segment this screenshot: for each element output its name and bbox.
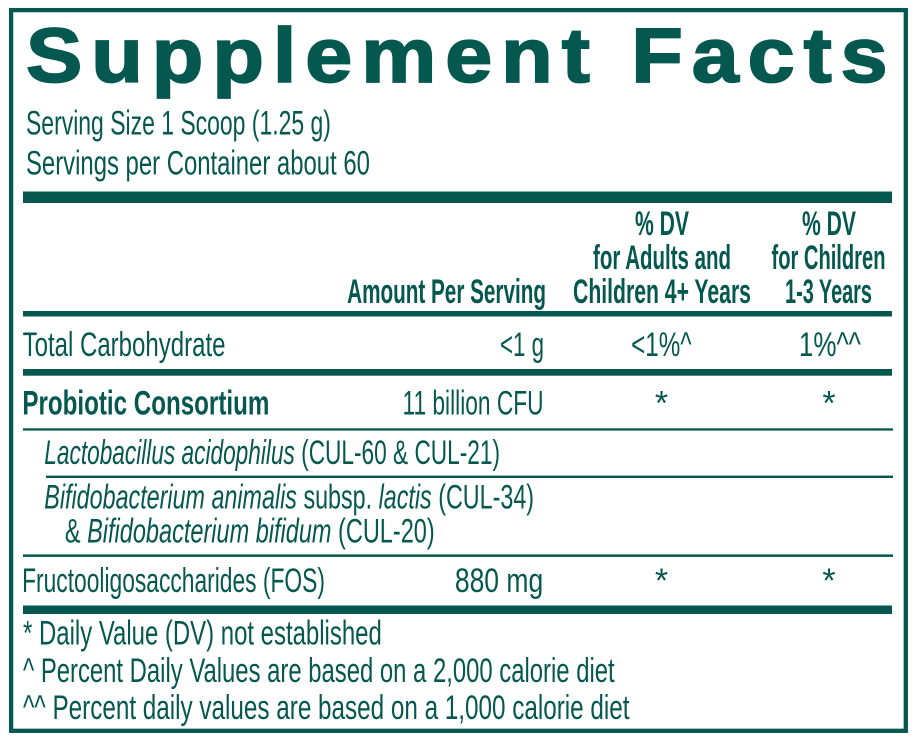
svg-text:*: * [655, 562, 668, 600]
svg-text:Probiotic Consortium: Probiotic Consortium [22, 384, 269, 422]
svg-text:Lactobacillus acidophilus (CUL: Lactobacillus acidophilus (CUL-60 & CUL-… [44, 435, 500, 473]
svg-text:880 mg: 880 mg [455, 562, 543, 600]
svg-text:Serving Size 1 Scoop (1.25 g): Serving Size 1 Scoop (1.25 g) [26, 105, 331, 143]
svg-text:<1 g: <1 g [500, 326, 544, 364]
svg-text:* Daily Value (DV) not establi: * Daily Value (DV) not established [23, 614, 382, 652]
svg-text:*: * [822, 562, 835, 600]
svg-text:11 billion CFU: 11 billion CFU [403, 385, 544, 423]
svg-text:Servings per Container about 6: Servings per Container about 60 [26, 145, 370, 183]
svg-text:Bifidobacterium animalis subsp: Bifidobacterium animalis subsp. lactis (… [44, 479, 534, 516]
svg-text:for Adults and: for Adults and [593, 239, 731, 277]
svg-text:% DV: % DV [802, 204, 856, 242]
svg-text:^^ Percent daily values are ba: ^^ Percent daily values are based on a 1… [23, 689, 630, 727]
svg-text:Amount Per Serving: Amount Per Serving [347, 273, 546, 310]
svg-text:Fructooligosaccharides (FOS): Fructooligosaccharides (FOS) [22, 563, 325, 601]
svg-text:^ Percent Daily Values are bas: ^ Percent Daily Values are based on a 2,… [23, 652, 615, 690]
svg-text:% DV: % DV [635, 204, 689, 242]
svg-text:Supplement Facts: Supplement Facts [26, 13, 897, 99]
svg-text:*: * [822, 384, 835, 422]
svg-text:& Bifidobacterium bifidum (CUL: & Bifidobacterium bifidum (CUL-20) [65, 514, 435, 551]
svg-text:1-3 Years: 1-3 Years [785, 272, 872, 310]
svg-text:*: * [655, 384, 668, 422]
svg-text:1%^^: 1%^^ [799, 327, 862, 364]
svg-text:<1%^: <1%^ [631, 326, 692, 364]
svg-text:Total Carbohydrate: Total Carbohydrate [23, 326, 226, 364]
svg-text:Children 4+ Years: Children 4+ Years [573, 273, 751, 311]
svg-text:for Children: for Children [772, 239, 886, 277]
